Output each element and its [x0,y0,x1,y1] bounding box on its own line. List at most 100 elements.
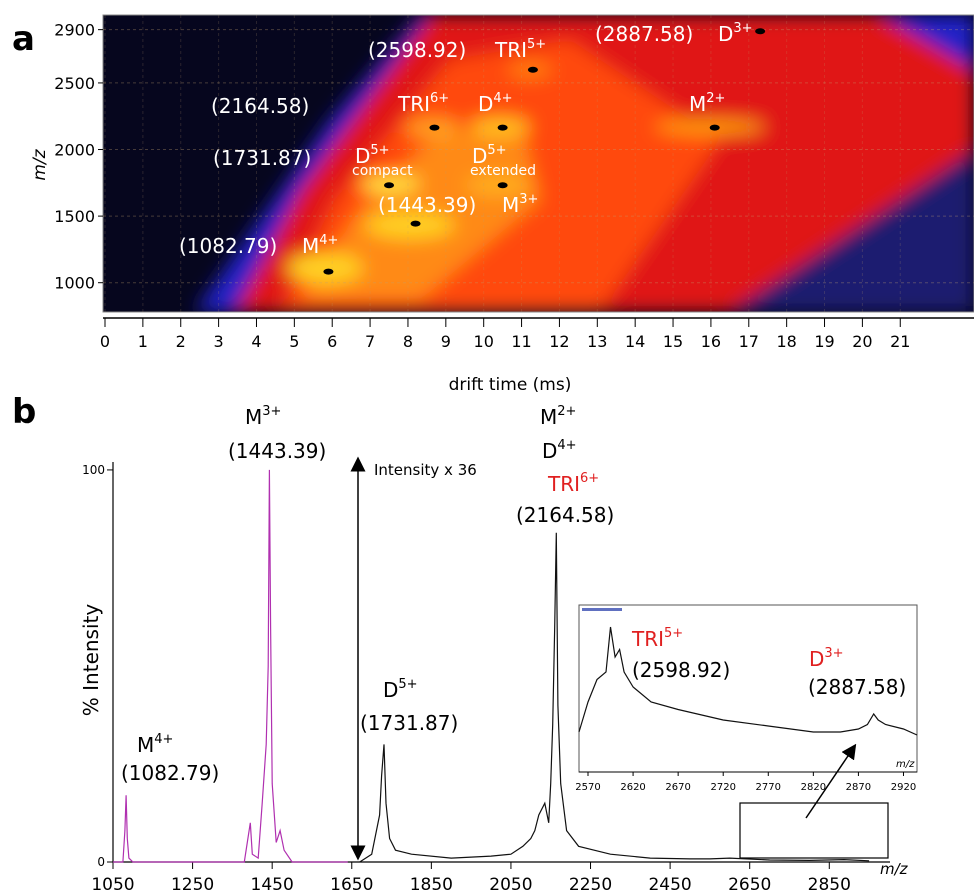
x-tick-label: 2650 [728,875,771,894]
annotation: M2+ [689,91,725,116]
annotation: D5+ [472,143,507,168]
ion-name: M [502,193,519,217]
x-tick-label: 2820 [801,782,826,793]
annotation: (2598.92) [368,38,466,62]
ion-name: TRI [631,627,664,651]
ion-name: TRI [397,92,430,116]
annotation: (2598.92) [632,658,730,682]
ion-charge: 6+ [430,91,449,106]
annotation: (2887.58) [808,675,906,699]
annotation: (1082.79) [121,761,219,785]
annotation: (2887.58) [595,22,693,46]
x-tick-label: 2250 [569,875,612,894]
ion-charge: 2+ [706,91,725,106]
x-tick-label: 1650 [330,875,373,894]
annotation: TRI6+ [397,91,449,116]
panel-label: a [12,19,35,59]
ion-name: D [718,22,733,46]
ion-name: D [478,92,493,116]
annotation: (2164.58) [211,94,309,118]
annotation: M4+ [302,233,338,258]
ion-charge: 4+ [493,91,512,106]
annotation: D3+ [809,646,844,671]
heatmap [103,15,974,312]
x-tick-label: 6 [327,332,337,351]
annotation: extended [470,163,536,179]
ion-charge: 5+ [527,37,546,52]
x-tick-label: 4 [251,332,261,351]
x-tick-label: 1850 [410,875,453,894]
x-tick-label: 2770 [756,782,781,793]
zoom-arrow [805,743,857,819]
x-tick-label: 2 [176,332,186,351]
ion-name: D [472,144,487,168]
x-tick-label: 3 [214,332,224,351]
ion-name: M [302,234,319,258]
peak-marker [497,124,508,131]
annotation: (1731.87) [360,711,458,735]
annotation: (1082.79) [179,234,277,258]
x-tick-label: 12 [549,332,569,351]
annotation: (2164.58) [516,503,614,527]
x-tick-label: 13 [587,332,607,351]
annotation: D4+ [542,438,577,463]
x-tick-label: 17 [739,332,759,351]
ion-name: TRI [547,472,580,496]
x-tick-label: 11 [511,332,531,351]
zoom-box [739,802,889,859]
annotation: compact [352,163,413,179]
peak-marker [527,66,538,73]
ion-charge: 3+ [824,646,843,661]
x-tick-label: 5 [289,332,299,351]
y-tick-label: 100 [82,463,105,477]
x-tick-label: 20 [852,332,872,351]
heatmap-frame [102,14,974,313]
ion-charge: 4+ [319,233,338,248]
inset-header [582,608,622,611]
ion-charge: 4+ [154,732,173,747]
x-tick-label: 16 [701,332,721,351]
spectrum-line [578,626,918,736]
x-tick-label: 7 [365,332,375,351]
ion-charge: 5+ [370,143,389,158]
ion-name: M [137,733,154,757]
x-axis-title: m/z [880,860,909,878]
x-tick-label: 19 [814,332,834,351]
x-axis-title: drift time (ms) [449,375,572,395]
annotation: D3+ [718,21,753,46]
x-tick-label: 2050 [489,875,532,894]
annotation: TRI5+ [631,626,683,651]
panel-label: b [12,392,36,432]
ion-charge: 5+ [487,143,506,158]
ion-name: D [542,439,557,463]
ion-name: M [689,92,706,116]
x-tick-label: 15 [663,332,683,351]
ion-name: D [809,647,824,671]
y-tick-label: 1000 [54,274,95,293]
x-tick-label: 2670 [665,782,690,793]
peak-marker [497,182,508,189]
x-tick-label: 9 [441,332,451,351]
x-tick-label: 2850 [808,875,851,894]
x-tick-label: 1 [138,332,148,351]
annotation: M3+ [502,192,538,217]
annotation: Intensity x 36 [374,461,477,479]
x-tick-label: 1050 [91,875,134,894]
ion-charge: 4+ [557,438,576,453]
ion-name: D [383,678,398,702]
inset-x-axis-title: m/z [896,759,915,770]
ion-name: TRI [494,38,527,62]
x-tick-label: 8 [403,332,413,351]
annotation: TRI6+ [547,471,599,496]
annotation: TRI5+ [494,37,546,62]
ion-charge: 3+ [519,192,538,207]
annotation: M2+ [540,404,576,429]
x-tick-label: 1250 [171,875,214,894]
annotation: D4+ [478,91,513,116]
ion-charge: 3+ [262,404,281,419]
ion-charge: 3+ [733,21,752,36]
x-tick-label: 0 [100,332,110,351]
peak-marker [755,28,766,35]
ion-charge: 6+ [580,471,599,486]
